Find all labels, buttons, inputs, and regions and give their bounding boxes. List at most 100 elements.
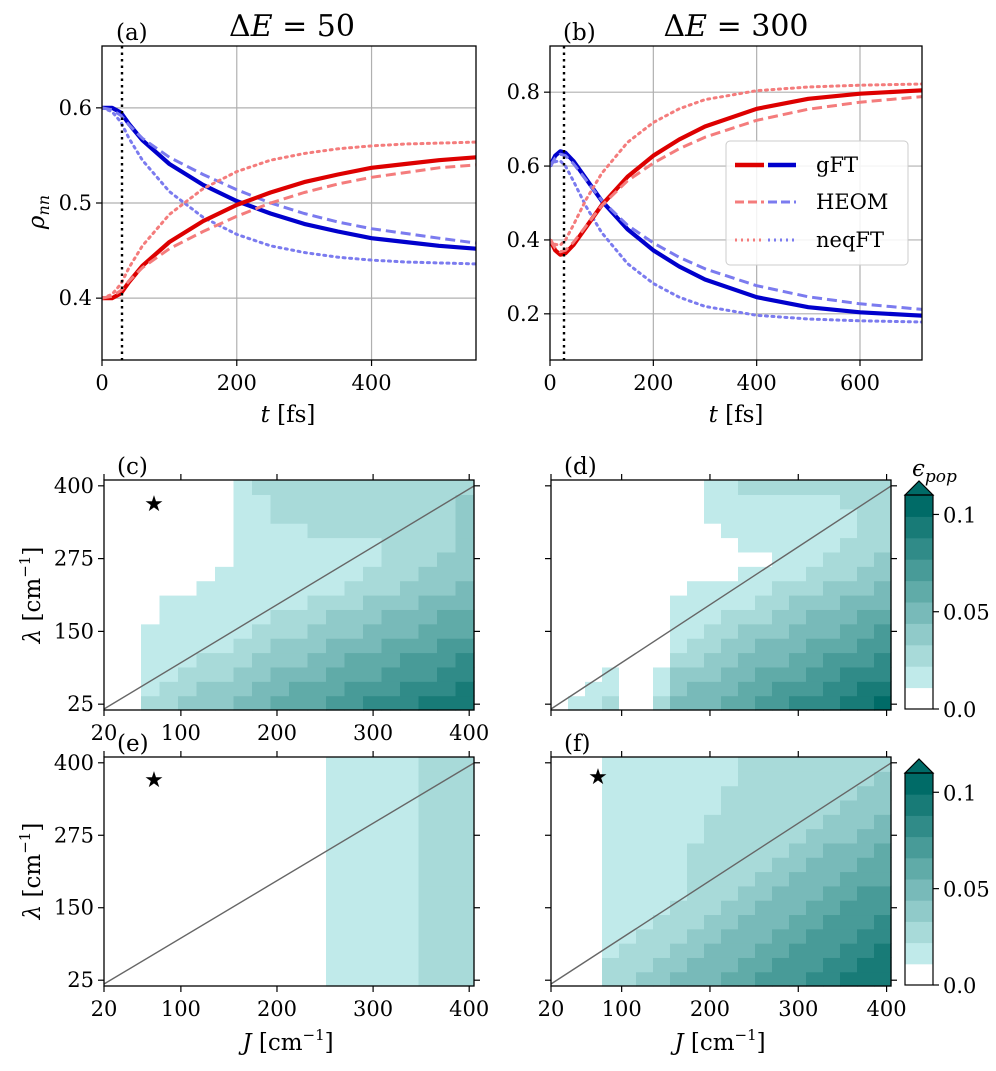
heatmap-cell — [602, 494, 620, 510]
legend-item-neqft: neqFT — [735, 228, 884, 252]
heatmap-cell — [755, 566, 773, 582]
heatmap-cell — [289, 757, 309, 772]
heatmap-cell — [772, 900, 790, 916]
colorbar-tick-label: 0.05 — [943, 878, 990, 902]
heatmap-cell — [738, 971, 756, 987]
heatmap-cell — [344, 857, 364, 873]
heatmap-cell — [619, 771, 637, 787]
series-neqft-acceptor — [102, 140, 476, 300]
heatmap-cell — [326, 494, 346, 510]
heatmap-cell — [252, 508, 272, 524]
heatmap-cell — [233, 537, 253, 553]
heatmap-cell — [104, 595, 124, 610]
heatmap-cell — [823, 857, 841, 873]
xlabel-b: t [fs] — [709, 402, 764, 428]
heatmap-cell — [363, 957, 383, 973]
heatmap-cell — [418, 785, 438, 801]
heatmap-cell — [159, 785, 179, 801]
heatmap-cell — [344, 971, 364, 987]
heatmap-cell — [141, 971, 161, 987]
heatmap-cell — [568, 695, 586, 711]
heatmap-cell — [840, 799, 858, 815]
heatmap-cell — [738, 885, 756, 901]
heatmap-cell — [326, 609, 346, 625]
heatmap-cell — [122, 943, 142, 958]
colorbar-extend-arrow — [903, 758, 935, 774]
heatmap-cell — [418, 928, 438, 944]
heatmap-cell — [874, 828, 892, 844]
heatmap-cell — [670, 842, 688, 858]
x-tick-label: 400 — [352, 371, 392, 395]
heatmap-cell — [636, 828, 654, 844]
heatmap-cell — [789, 623, 807, 639]
heatmap-cell — [619, 609, 637, 625]
heatmap-cell — [289, 814, 309, 830]
heatmap-cell — [381, 828, 401, 844]
heatmap-cell — [252, 695, 272, 711]
heatmap-cell — [738, 914, 756, 930]
heatmap-cell — [636, 494, 654, 510]
heatmap-cell — [772, 785, 790, 801]
x-tick-label: 200 — [633, 371, 673, 395]
heatmap-cell — [289, 943, 309, 958]
heatmap-cell — [122, 480, 142, 495]
ylabel-c-var: λ — [20, 629, 46, 645]
heatmap-cell — [270, 814, 290, 830]
heatmap-cell — [418, 508, 438, 524]
title-a-delta: Δ — [229, 9, 251, 44]
heatmap-cell — [857, 871, 875, 887]
heatmap-cell — [721, 666, 739, 682]
heatmap-cell — [196, 566, 216, 582]
heatmap-cell — [270, 857, 290, 873]
heatmap-cell — [196, 943, 216, 958]
heatmap-cell — [840, 652, 858, 668]
heatmap-cell — [772, 652, 790, 668]
heatmap-cell — [585, 508, 603, 524]
heatmap-cell — [141, 508, 161, 524]
heatmap-cell — [704, 914, 722, 930]
heatmap-cell — [141, 885, 161, 901]
heatmap-cell — [418, 566, 438, 582]
heatmap-cell — [789, 828, 807, 844]
star-marker-e: ★ — [144, 768, 164, 793]
heatmap-cell — [636, 623, 654, 639]
heatmap-cell — [823, 638, 841, 654]
heatmap-cell — [141, 914, 161, 930]
heatmap-cell — [721, 900, 739, 916]
heatmap-cell — [755, 523, 773, 539]
heatmap-cell — [307, 971, 327, 987]
heatmap-cell — [874, 857, 892, 873]
heatmap-cell — [721, 537, 739, 553]
heatmap-cell — [455, 566, 475, 582]
heatmap-cell — [874, 885, 892, 901]
heatmap-cell — [704, 828, 722, 844]
heatmap-cell — [806, 785, 824, 801]
heatmap-cell — [721, 871, 739, 887]
heatmap-cell — [568, 799, 586, 815]
heatmap-cell — [252, 652, 272, 668]
heatmap-cell — [585, 681, 603, 697]
heatmap-cell — [704, 508, 722, 524]
heatmap-cell — [857, 842, 875, 858]
heatmap-cell — [738, 480, 756, 495]
heatmap-cell — [636, 551, 654, 567]
heatmap-cell — [437, 566, 457, 582]
heatmap-cell — [307, 551, 327, 567]
heatmap-cell — [344, 943, 364, 958]
star-marker-c: ★ — [144, 492, 164, 517]
heatmap-cell — [551, 595, 569, 610]
heatmap-cell — [789, 609, 807, 625]
heatmap-cell — [755, 900, 773, 916]
heatmap-cell — [840, 928, 858, 944]
heatmap-cell — [418, 681, 438, 697]
heatmap-cell — [704, 785, 722, 801]
heatmap-cell — [326, 695, 346, 711]
heatmap-cell — [602, 928, 620, 944]
heatmap-cell — [619, 799, 637, 815]
heatmap-cell — [307, 494, 327, 510]
heatmap-cell — [104, 814, 124, 830]
colorbar-level — [905, 516, 933, 539]
heatmap-cell — [178, 943, 198, 958]
heatmap-cell — [289, 652, 309, 668]
heatmap-cell — [215, 757, 235, 772]
